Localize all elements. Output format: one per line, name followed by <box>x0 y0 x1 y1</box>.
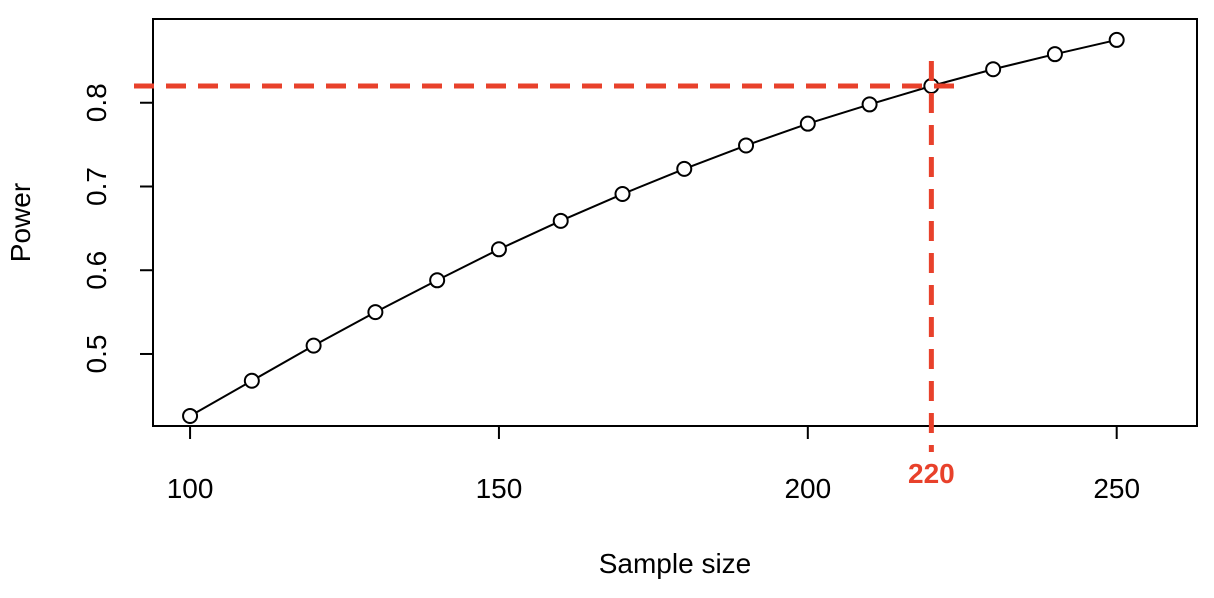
data-point <box>676 160 693 177</box>
x-axis-title: Sample size <box>599 548 752 579</box>
plot-frame <box>152 18 1198 427</box>
series-line <box>189 38 1117 417</box>
x-tick-label: 150 <box>476 473 523 504</box>
y-tick-label: 0.5 <box>81 335 112 374</box>
reference-lines: 220 <box>134 61 956 489</box>
data-point <box>552 212 569 229</box>
y-axis: 0.5 0.6 0.7 0.8 <box>81 83 154 374</box>
x-tick-label: 200 <box>784 473 831 504</box>
data-point <box>614 186 631 203</box>
data-point <box>738 137 755 154</box>
x-tick-label: 100 <box>167 473 214 504</box>
data-point <box>490 241 507 258</box>
data-point <box>1108 31 1125 48</box>
data-point <box>182 407 199 424</box>
x-axis: 100 150 200 250 <box>167 425 1140 504</box>
y-tick-label: 0.6 <box>81 251 112 290</box>
data-point <box>799 115 816 132</box>
reference-x-label: 220 <box>908 458 955 489</box>
data-point <box>305 337 322 354</box>
y-axis-title: Power <box>5 183 36 262</box>
data-point <box>367 304 384 321</box>
data-point <box>243 372 260 389</box>
y-tick-label: 0.7 <box>81 167 112 206</box>
data-point <box>429 272 446 289</box>
y-tick-label: 0.8 <box>81 83 112 122</box>
x-tick-label: 250 <box>1093 473 1140 504</box>
data-point <box>985 61 1002 78</box>
series-layer <box>182 31 1125 424</box>
data-point <box>861 96 878 113</box>
data-point <box>1046 46 1063 63</box>
